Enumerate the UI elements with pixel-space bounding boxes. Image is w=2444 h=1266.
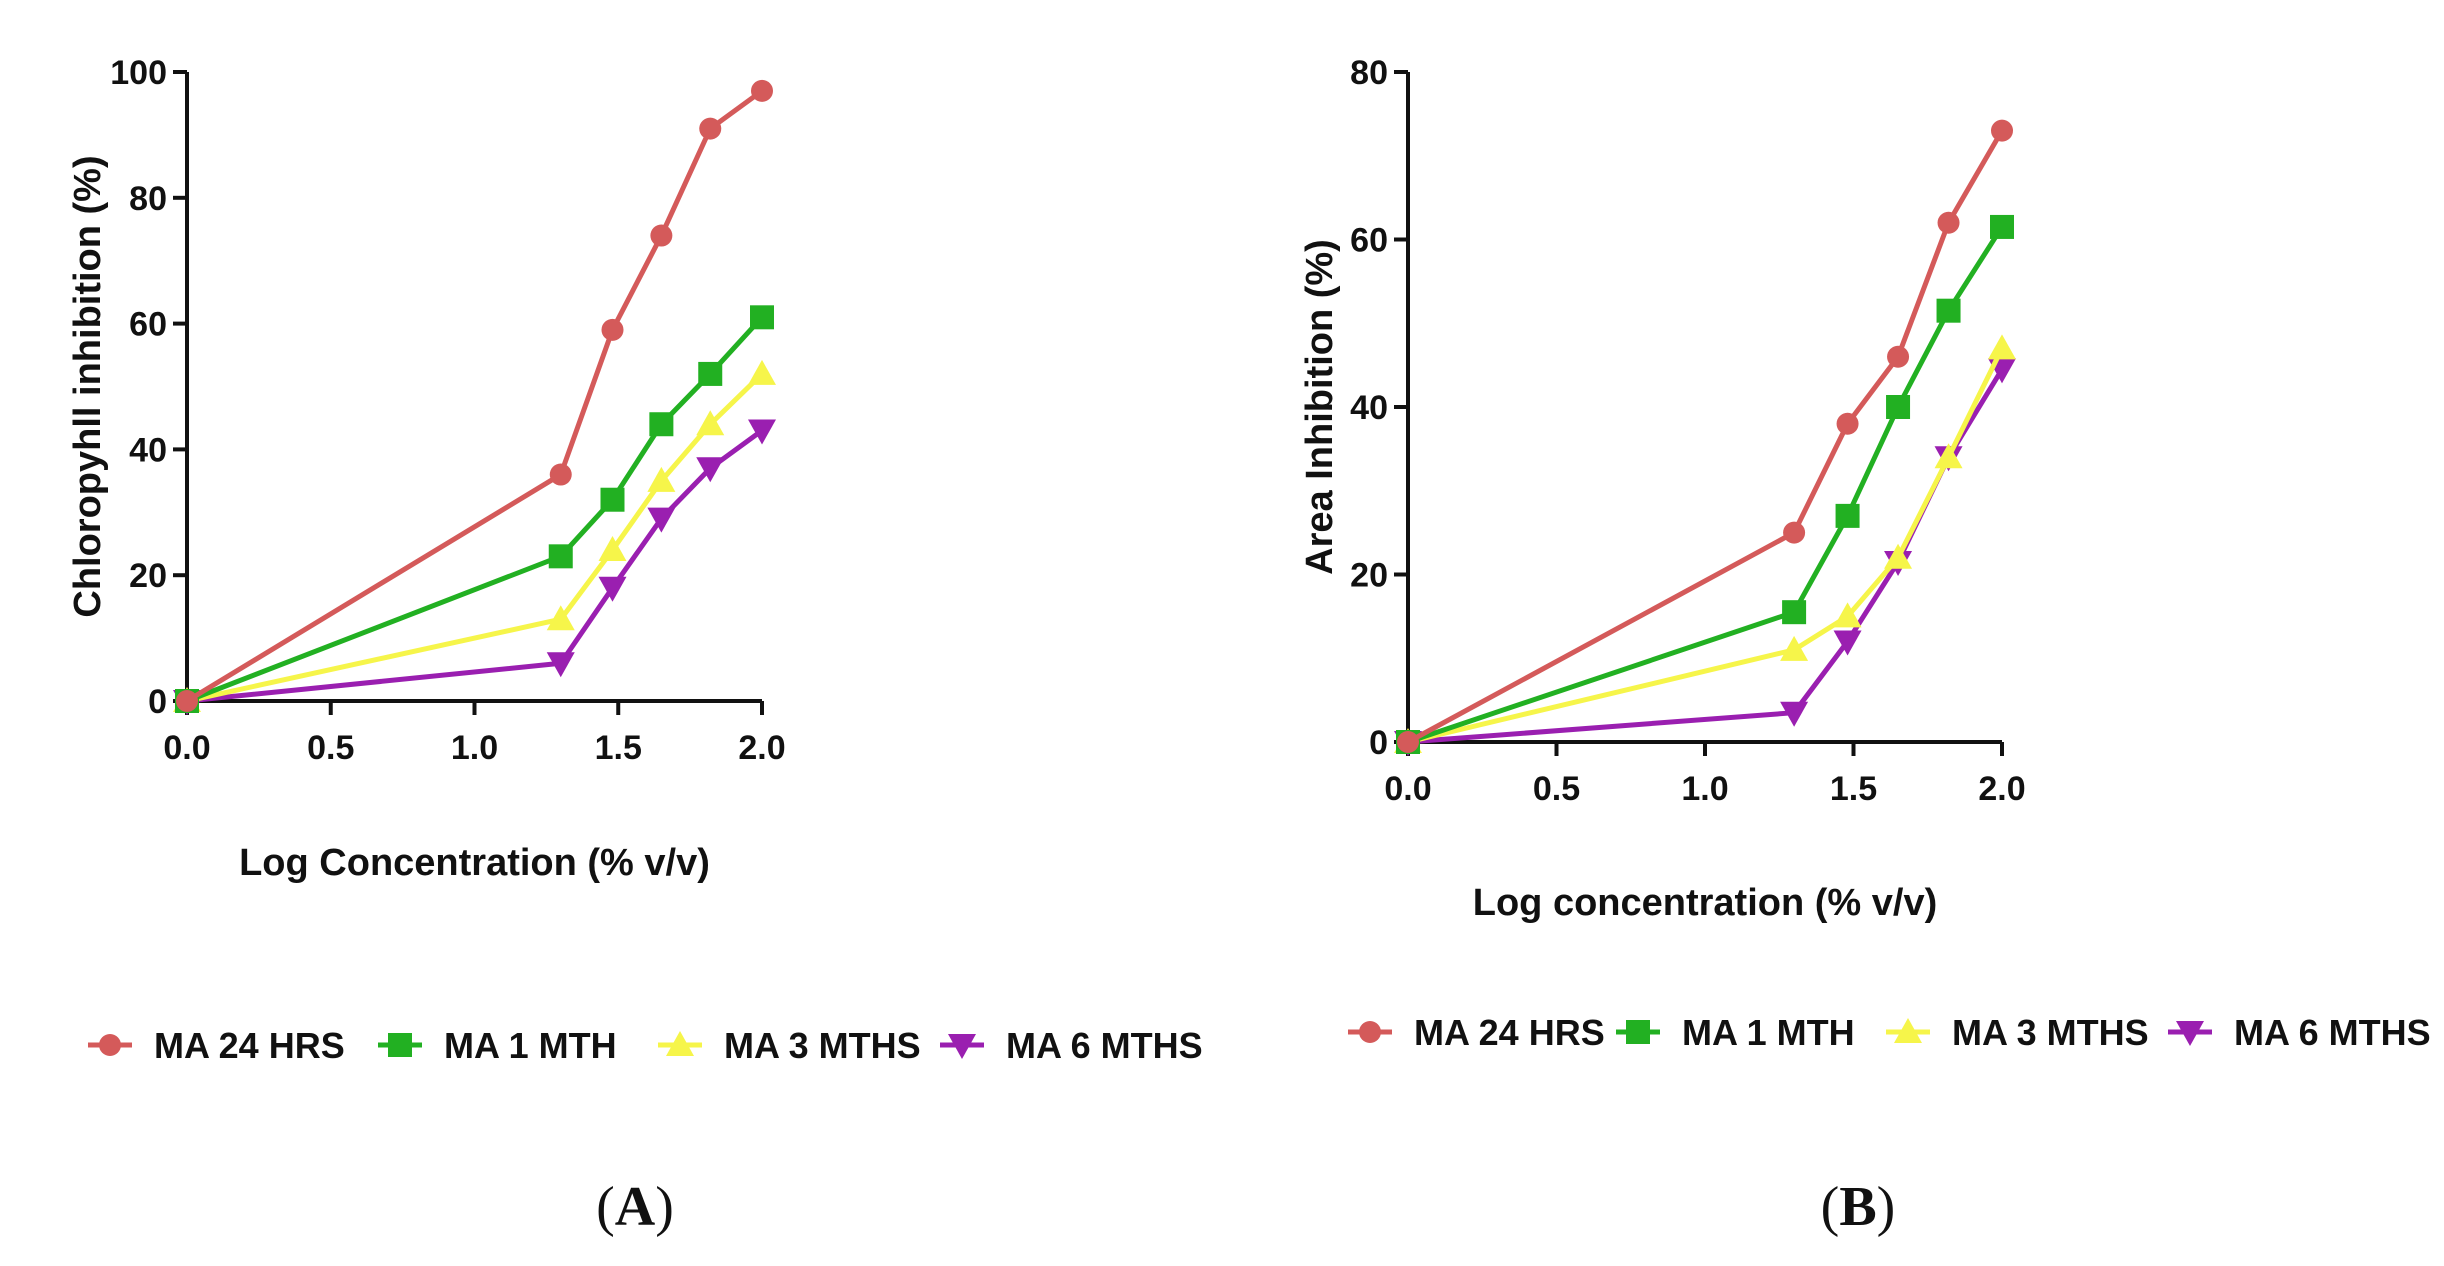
y-tick-label-a: 100	[110, 54, 167, 92]
data-point-b-ma-6-mths	[1833, 630, 1862, 656]
x-tick-label-b: 2.0	[1978, 770, 2025, 808]
data-point-b-ma-6-mths	[1780, 701, 1809, 727]
series-line-a-ma-6-mths	[186, 428, 764, 704]
series-line-a-ma-24-hrs	[185, 88, 764, 704]
y-tick-label-a: 20	[129, 557, 167, 595]
legend-label-b-ma-1-mth: MA 1 MTH	[1682, 1012, 1855, 1053]
data-point-a-ma-1-mth	[750, 305, 774, 330]
data-point-a-ma-6-mths	[598, 576, 627, 602]
series-line-b-ma-3-mths	[1407, 347, 2005, 745]
x-tick-label-a: 0.0	[163, 729, 210, 767]
y-tick-label-b: 20	[1350, 557, 1388, 595]
y-tick-label-a: 0	[148, 683, 167, 721]
y-axis-title-b: Area Inhibition (%)	[1299, 239, 1341, 575]
data-point-a-ma-1-mth	[649, 412, 674, 437]
x-axis-title-b: Log concentration (% v/v)	[1473, 882, 1937, 924]
data-point-b-ma-3-mths	[1833, 602, 1862, 628]
legend-label-a-ma-1-mth: MA 1 MTH	[444, 1025, 617, 1066]
data-point-b-ma-3-mths	[1934, 443, 1963, 469]
data-point-b-ma-1-mth	[1886, 395, 1911, 419]
x-tick-label-b: 0.0	[1384, 770, 1431, 808]
y-axis-title-a: Chloropyhll inhibition (%)	[67, 155, 109, 617]
legend-label-b-ma-6-mths: MA 6 MTHS	[2234, 1012, 2431, 1053]
legend-label-b-ma-3-mths: MA 3 MTHS	[1952, 1012, 2149, 1053]
panel-label-a: (A)	[596, 1176, 674, 1238]
data-point-a-ma-24-hrs	[699, 117, 722, 140]
x-tick-label-a: 1.5	[595, 729, 642, 767]
data-point-a-ma-1-mth	[698, 361, 723, 386]
data-point-b-ma-24-hrs	[1937, 211, 1960, 234]
data-point-a-ma-24-hrs	[751, 79, 773, 102]
x-tick-label-b: 1.0	[1681, 770, 1728, 808]
data-point-b-ma-3-mths	[1884, 543, 1913, 569]
chart-panel-b: 0 20 40 60 80 0.0 0.5 1.0 1.5 2.0 Log concentratio…	[1299, 54, 2431, 1238]
data-point-b-ma-24-hrs	[1887, 345, 1910, 368]
y-tick-label-b: 60	[1350, 222, 1388, 260]
data-point-a-ma-24-hrs	[601, 318, 624, 341]
legend-label-a-ma-24-hrs: MA 24 HRS	[154, 1025, 345, 1066]
series-line-a-ma-1-mth	[186, 315, 764, 704]
x-tick-label-a: 2.0	[738, 729, 785, 767]
data-point-b-ma-24-hrs	[1991, 119, 2013, 142]
legend-swatch-marker-a-ma-6-mths	[948, 1034, 976, 1059]
data-point-a-ma-3-mths	[598, 536, 627, 562]
legend-swatch-marker-b-ma-3-mths	[1894, 1018, 1922, 1043]
x-tick-label-a: 1.0	[451, 729, 498, 767]
legend-swatch-marker-b-ma-1-mth	[1626, 1020, 1650, 1044]
data-point-b-ma-3-mths	[1780, 635, 1809, 661]
legend-swatch-marker-a-ma-3-mths	[666, 1031, 694, 1056]
legend-label-b-ma-24-hrs: MA 24 HRS	[1414, 1012, 1605, 1053]
data-point-a-ma-3-mths	[546, 605, 575, 631]
data-point-a-ma-3-mths	[696, 410, 725, 436]
data-point-a-ma-24-hrs	[176, 690, 198, 712]
legend-swatch-marker-b-ma-6-mths	[2176, 1021, 2204, 1046]
data-point-a-ma-24-hrs	[650, 224, 673, 247]
y-tick-label-a: 40	[129, 431, 167, 469]
y-tick-label-b: 40	[1350, 389, 1388, 427]
legend-swatch-marker-b-ma-24-hrs	[1359, 1021, 1381, 1043]
legend-label-a-ma-6-mths: MA 6 MTHS	[1006, 1025, 1203, 1066]
data-point-a-ma-1-mth	[548, 544, 573, 569]
data-point-a-ma-6-mths	[696, 457, 725, 483]
legend-swatch-marker-a-ma-24-hrs	[99, 1034, 121, 1056]
data-point-b-ma-1-mth	[1782, 600, 1807, 625]
data-point-a-ma-6-mths	[546, 652, 575, 678]
legend-swatch-marker-a-ma-1-mth	[388, 1033, 412, 1057]
series-line-b-ma-6-mths	[1407, 368, 2005, 745]
series-line-a-ma-3-mths	[186, 372, 764, 704]
data-point-b-ma-1-mth	[1835, 503, 1860, 528]
data-point-b-ma-1-mth	[1936, 298, 1961, 323]
y-tick-label-b: 0	[1369, 724, 1388, 762]
data-point-b-ma-24-hrs	[1397, 731, 1419, 753]
x-tick-label-b: 0.5	[1533, 770, 1580, 808]
data-point-b-ma-1-mth	[1990, 214, 2014, 239]
y-tick-label-a: 60	[129, 306, 167, 344]
chart-panel-a: 0 20 40 60 80 100 0.0 0.5 1.0 1.5 2.0 Log Concentra…	[67, 54, 1203, 1238]
data-point-a-ma-6-mths	[748, 419, 776, 445]
x-axis-title-a: Log Concentration (% v/v)	[239, 842, 710, 884]
data-point-b-ma-24-hrs	[1783, 521, 1806, 544]
data-point-b-ma-24-hrs	[1836, 412, 1859, 435]
y-tick-label-a: 80	[129, 180, 167, 218]
data-point-a-ma-6-mths	[647, 507, 676, 533]
data-point-a-ma-3-mths	[748, 359, 776, 385]
data-point-a-ma-3-mths	[647, 466, 676, 492]
data-point-a-ma-1-mth	[600, 487, 625, 512]
x-tick-label-a: 0.5	[307, 729, 354, 767]
legend-label-a-ma-3-mths: MA 3 MTHS	[724, 1025, 921, 1066]
data-point-b-ma-3-mths	[1988, 334, 2016, 360]
panel-label-b: (B)	[1821, 1176, 1896, 1238]
series-line-b-ma-24-hrs	[1406, 129, 2005, 745]
y-tick-label-b: 80	[1350, 54, 1388, 92]
series-line-b-ma-1-mth	[1407, 225, 2005, 745]
x-tick-label-b: 1.5	[1830, 770, 1877, 808]
data-point-a-ma-24-hrs	[549, 463, 572, 486]
